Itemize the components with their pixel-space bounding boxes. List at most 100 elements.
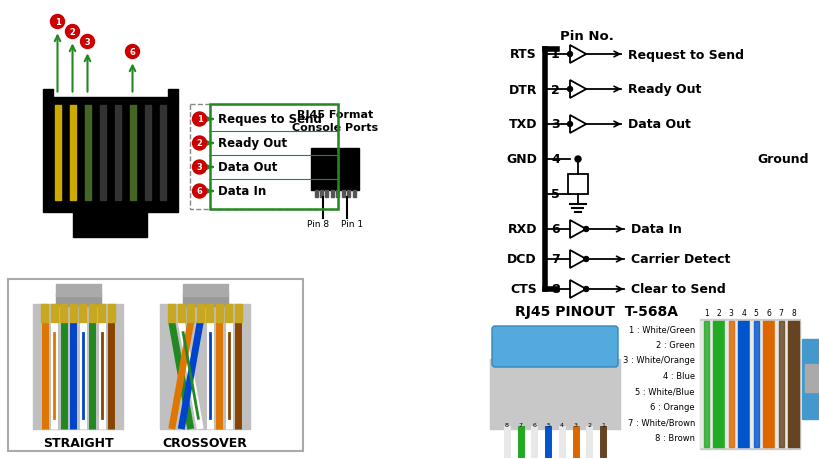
Circle shape <box>80 35 94 50</box>
Text: RXD: RXD <box>508 223 537 236</box>
Bar <box>55 105 61 200</box>
Bar <box>56 294 101 306</box>
Bar <box>700 319 800 449</box>
Bar <box>802 339 819 419</box>
Bar <box>805 364 819 392</box>
Bar <box>42 304 48 322</box>
Circle shape <box>568 52 572 57</box>
Bar <box>43 97 178 212</box>
Circle shape <box>192 137 206 151</box>
Text: RJ45 Format: RJ45 Format <box>296 110 373 120</box>
Text: Clear to Send: Clear to Send <box>631 283 726 296</box>
Bar <box>51 304 57 322</box>
Bar <box>776 321 787 447</box>
Text: 5: 5 <box>546 422 550 427</box>
Bar <box>160 105 165 200</box>
Text: Ready Out: Ready Out <box>218 137 287 150</box>
Text: GND: GND <box>506 153 537 166</box>
Bar <box>61 304 67 322</box>
Text: Carrier Detect: Carrier Detect <box>631 253 730 266</box>
Text: 2: 2 <box>197 139 202 148</box>
Circle shape <box>192 113 206 127</box>
Text: TXD: TXD <box>509 118 537 131</box>
Text: 7: 7 <box>518 422 523 427</box>
Bar <box>352 190 355 197</box>
Text: Pin No.: Pin No. <box>560 30 614 43</box>
Text: 3: 3 <box>197 163 202 172</box>
Text: 6: 6 <box>767 308 771 317</box>
Bar <box>726 321 737 447</box>
Bar <box>342 190 345 197</box>
Text: 2: 2 <box>587 422 591 427</box>
Text: 6: 6 <box>197 187 202 196</box>
Bar <box>713 321 725 447</box>
Text: Reques to Send: Reques to Send <box>218 113 321 126</box>
Bar <box>311 149 359 190</box>
Text: 1: 1 <box>601 422 605 427</box>
Text: 5 : White/Blue: 5 : White/Blue <box>636 386 695 396</box>
Text: 6: 6 <box>551 223 559 236</box>
Bar <box>210 105 337 210</box>
Bar <box>183 294 228 306</box>
Text: 2: 2 <box>70 28 75 37</box>
Text: 1 : White/Green: 1 : White/Green <box>629 325 695 334</box>
Text: Ready Out: Ready Out <box>628 84 702 96</box>
Bar <box>169 304 175 322</box>
Text: 4 : Blue: 4 : Blue <box>663 371 695 380</box>
Text: 1: 1 <box>197 115 202 124</box>
Circle shape <box>66 25 79 39</box>
Bar <box>331 190 334 197</box>
Bar <box>729 321 734 447</box>
Bar <box>98 304 105 322</box>
Bar <box>129 105 135 200</box>
Text: 3: 3 <box>573 422 577 427</box>
Bar <box>43 90 52 97</box>
Bar <box>320 190 323 197</box>
Text: Request to Send: Request to Send <box>628 48 744 62</box>
Text: 8 : Brown: 8 : Brown <box>655 433 695 442</box>
Bar <box>160 304 250 429</box>
Bar <box>115 105 120 200</box>
Bar <box>225 304 232 322</box>
Bar <box>216 304 223 322</box>
Text: 7: 7 <box>551 253 559 266</box>
Bar <box>108 304 115 322</box>
Bar <box>70 304 76 322</box>
Bar <box>84 105 91 200</box>
Text: RTS: RTS <box>510 48 537 62</box>
Bar <box>178 304 184 322</box>
Bar <box>144 105 151 200</box>
Bar <box>168 90 178 97</box>
Bar <box>788 321 799 447</box>
Text: 3 : White/Orange: 3 : White/Orange <box>623 356 695 365</box>
Bar <box>235 304 242 322</box>
Bar <box>189 105 337 210</box>
Text: 1: 1 <box>55 18 61 27</box>
Text: CTS: CTS <box>510 283 537 296</box>
Circle shape <box>584 257 589 262</box>
Text: Pin 1: Pin 1 <box>341 220 363 229</box>
Text: Console Ports: Console Ports <box>292 123 378 133</box>
Text: 5: 5 <box>753 308 758 317</box>
Text: CROSSOVER: CROSSOVER <box>162 437 247 449</box>
Circle shape <box>568 122 572 127</box>
Bar <box>750 321 762 447</box>
Text: Data In: Data In <box>218 185 265 198</box>
Text: 6: 6 <box>532 422 536 427</box>
Text: 6: 6 <box>129 48 135 57</box>
Bar <box>568 174 588 195</box>
Bar <box>79 304 86 322</box>
Text: Pin 8: Pin 8 <box>307 220 329 229</box>
Bar <box>206 304 213 322</box>
Text: DCD: DCD <box>508 253 537 266</box>
Bar <box>347 190 350 197</box>
Bar <box>704 321 708 447</box>
Bar <box>33 304 123 429</box>
Bar <box>763 321 775 447</box>
Text: 3: 3 <box>551 118 559 131</box>
Text: 8: 8 <box>551 283 559 296</box>
Text: 4: 4 <box>741 308 746 317</box>
Text: RJ45 PINOUT  T-568A: RJ45 PINOUT T-568A <box>515 304 678 318</box>
Text: 5: 5 <box>551 188 559 201</box>
Text: DTR: DTR <box>509 84 537 96</box>
